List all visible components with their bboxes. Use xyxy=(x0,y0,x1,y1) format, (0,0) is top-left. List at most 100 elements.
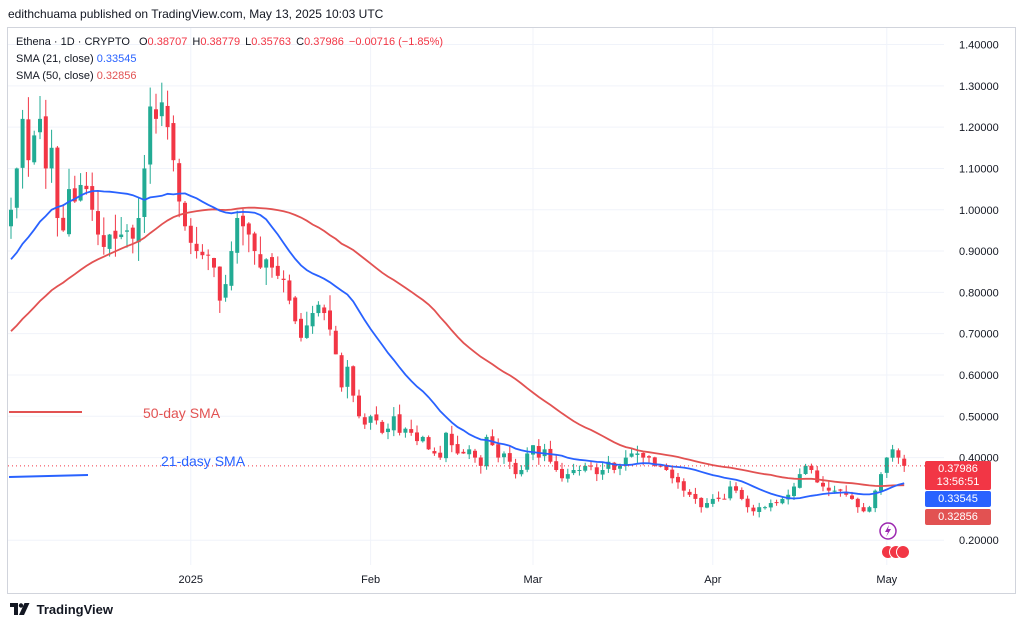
sma50-price-tag xyxy=(925,509,991,525)
candle-body xyxy=(890,449,895,458)
candle-body xyxy=(9,209,13,227)
y-tick-label: 0.70000 xyxy=(959,329,999,341)
candle-body xyxy=(896,450,901,458)
candle-body xyxy=(455,444,460,454)
candle-body xyxy=(722,498,727,500)
candle-body xyxy=(571,469,576,474)
candle-body xyxy=(536,446,541,458)
candle-body xyxy=(270,257,274,268)
candle-body xyxy=(693,493,698,499)
candle-body xyxy=(275,265,280,276)
legend: Ethena · 1D · CRYPTO O0.38707 H0.38779 L… xyxy=(16,34,443,85)
candle-body xyxy=(304,325,309,338)
candle-body xyxy=(589,465,593,467)
sma21-value: 0.33545 xyxy=(96,53,137,65)
sma50-annotation: 50-day SMA xyxy=(143,405,221,421)
candle-body xyxy=(113,230,118,239)
candle-body xyxy=(803,465,808,474)
candle-body xyxy=(287,280,292,301)
moving-averages xyxy=(8,189,944,500)
publisher-line: edithchuama published on TradingView.com… xyxy=(8,7,384,21)
ohlc-low: 0.35763 xyxy=(251,36,292,48)
candle-body xyxy=(386,428,390,433)
symbol-name[interactable]: Ethena · 1D · CRYPTO xyxy=(16,36,130,48)
candle-body xyxy=(72,188,77,202)
candle-body xyxy=(821,482,825,487)
candle-body xyxy=(612,462,617,470)
y-tick-label: 0.50000 xyxy=(959,411,999,423)
candle-body xyxy=(902,458,907,466)
candle-body xyxy=(14,168,19,208)
candle-body xyxy=(119,234,124,238)
x-tick-label: Mar xyxy=(524,574,543,586)
candle-body xyxy=(206,254,211,256)
ohlc-l-label: L xyxy=(245,36,252,48)
last-price-tag xyxy=(925,461,991,490)
candle-body xyxy=(438,452,443,458)
candle-body xyxy=(473,450,477,458)
candle-body xyxy=(757,507,762,512)
legend-sma21-row[interactable]: SMA (21, close) 0.33545 xyxy=(16,51,443,68)
candle-body xyxy=(84,185,89,190)
y-tick-label: 1.10000 xyxy=(959,163,999,175)
candle-body xyxy=(374,414,379,421)
candles xyxy=(9,82,907,518)
candle-body xyxy=(519,469,524,475)
candle-body xyxy=(107,234,112,249)
candle-body xyxy=(774,502,779,504)
candle-body xyxy=(676,476,680,483)
legend-symbol-row: Ethena · 1D · CRYPTO O0.38707 H0.38779 L… xyxy=(16,34,443,51)
candle-body xyxy=(415,432,419,442)
sma21-price-tag-text: 0.33545 xyxy=(938,493,978,505)
candle-body xyxy=(606,461,611,469)
candle-body xyxy=(531,445,535,455)
candle-body xyxy=(734,486,738,491)
candle-body xyxy=(681,481,686,491)
y-tick-label: 1.40000 xyxy=(959,40,999,52)
y-tick-label: 0.20000 xyxy=(959,535,999,547)
y-tick-label: 0.60000 xyxy=(959,370,999,382)
candle-body xyxy=(705,503,709,508)
candle-body xyxy=(125,230,129,232)
candle-body xyxy=(594,467,599,475)
candle-body xyxy=(235,218,240,253)
candle-body xyxy=(467,449,472,455)
candle-body xyxy=(212,258,216,268)
y-tick-label: 0.90000 xyxy=(959,246,999,258)
y-tick-label: 0.80000 xyxy=(959,287,999,299)
candle-body xyxy=(478,457,483,466)
candle-body xyxy=(815,470,820,483)
candle-body xyxy=(647,456,651,458)
lightning-bolt-icon xyxy=(885,525,891,537)
x-tick-label: 2025 xyxy=(179,574,203,586)
candle-body xyxy=(217,266,222,301)
last-price-tag-text: 13:56:51 xyxy=(937,476,980,488)
ohlc-c-label: C xyxy=(296,36,305,48)
sma21-price-tag xyxy=(925,491,991,507)
us-flag-event-icon xyxy=(896,545,910,559)
last-price-tag-text: 0.37986 xyxy=(938,463,978,475)
candle-body xyxy=(861,507,866,512)
candle-body xyxy=(351,366,356,396)
candle-body xyxy=(154,109,158,119)
candle-body xyxy=(513,462,518,475)
y-tick-label: 1.30000 xyxy=(959,81,999,93)
candle-body xyxy=(850,495,854,499)
candle-body xyxy=(525,453,530,470)
ohlc-o-label: O xyxy=(138,36,148,48)
candle-body xyxy=(629,453,634,457)
candle-body xyxy=(618,465,622,469)
footer-brand[interactable]: TradingView xyxy=(10,602,113,617)
candle-body xyxy=(548,448,553,462)
candle-body xyxy=(339,355,344,388)
candle-body xyxy=(600,469,605,475)
candle-body xyxy=(652,457,657,466)
candle-body xyxy=(136,218,141,243)
candle-body xyxy=(716,497,721,499)
sma21-label: SMA (21, close) xyxy=(16,53,94,65)
sma50-price-tag-text: 0.32856 xyxy=(938,511,978,523)
candle-body xyxy=(699,497,704,508)
legend-sma50-row[interactable]: SMA (50, close) 0.32856 xyxy=(16,68,443,85)
